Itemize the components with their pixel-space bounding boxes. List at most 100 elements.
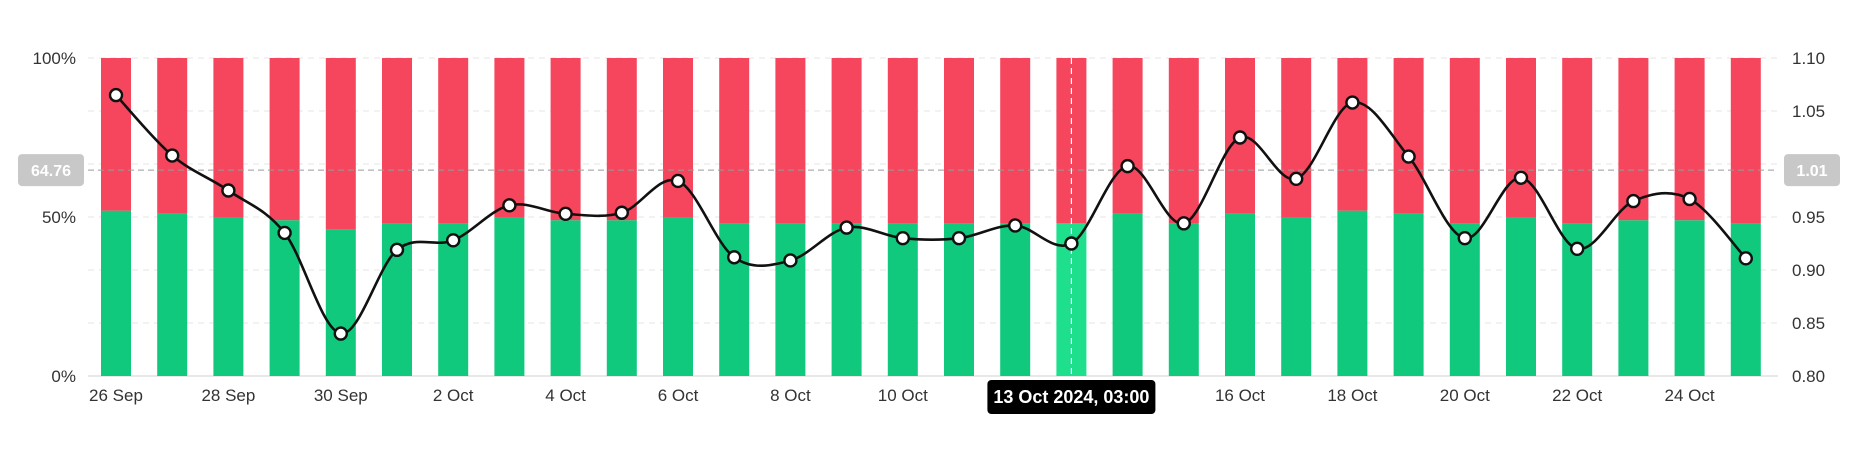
ratio-points bbox=[108, 87, 1754, 341]
crosshair-left-value-badge: 64.76 bbox=[18, 154, 84, 187]
bar-long bbox=[775, 223, 806, 376]
bar-long bbox=[1449, 223, 1480, 376]
ratio-line bbox=[115, 94, 1747, 335]
bar-long bbox=[438, 223, 469, 376]
ratio-point bbox=[558, 206, 573, 222]
ratio-point bbox=[614, 205, 629, 220]
y-axis-right: 0.800.850.900.951.001.051.10 bbox=[1792, 49, 1825, 386]
x-tick-label: 6 Oct bbox=[658, 386, 699, 405]
ratio-point bbox=[1120, 158, 1135, 174]
x-tick-label: 4 Oct bbox=[545, 386, 586, 405]
y-left-tick-label: 50% bbox=[42, 208, 76, 227]
y-right-tick-label: 0.90 bbox=[1792, 261, 1825, 280]
crosshair-right-value: 1.01 bbox=[1796, 163, 1827, 180]
bar-short bbox=[494, 58, 525, 217]
bar-short bbox=[1112, 58, 1143, 214]
bar-long bbox=[944, 223, 974, 376]
ratio-point bbox=[333, 326, 348, 341]
bar-long bbox=[494, 217, 525, 376]
bar-short bbox=[1393, 58, 1424, 214]
bar-short bbox=[1562, 58, 1593, 224]
x-tick-label: 24 Oct bbox=[1665, 386, 1715, 405]
x-tick-label: 28 Sep bbox=[201, 386, 255, 405]
bar-short bbox=[831, 58, 862, 224]
bar-short bbox=[1730, 58, 1761, 224]
bar-short bbox=[1449, 58, 1480, 224]
bar-short bbox=[887, 58, 918, 224]
bar-long bbox=[606, 220, 637, 376]
ratio-point bbox=[1401, 149, 1416, 164]
bar-short bbox=[382, 58, 412, 224]
bar-long bbox=[1393, 213, 1424, 376]
ratio-point bbox=[389, 242, 405, 258]
bar-long bbox=[101, 210, 131, 376]
ratio-point bbox=[1569, 241, 1585, 257]
ratio-point bbox=[1176, 216, 1192, 231]
bar-long bbox=[213, 217, 244, 376]
ratio-point bbox=[221, 183, 236, 198]
y-right-tick-label: 0.80 bbox=[1792, 367, 1825, 386]
bar-short bbox=[606, 58, 637, 221]
bar-long bbox=[831, 223, 862, 376]
crosshair-right-value-badge: 1.01 bbox=[1784, 154, 1840, 187]
bar-short bbox=[944, 58, 974, 224]
ratio-line-path bbox=[115, 94, 1747, 335]
ratio-point bbox=[1008, 218, 1023, 233]
ratio-point bbox=[1232, 130, 1248, 145]
bar-long bbox=[1225, 213, 1255, 376]
x-tick-label: 18 Oct bbox=[1327, 386, 1377, 405]
grid-lines bbox=[88, 57, 1778, 377]
ratio-point bbox=[783, 253, 798, 268]
ratio-point bbox=[502, 198, 517, 213]
x-axis: 26 Sep 28 Sep 30 Sep 2 Oct 4 Oct 6 Oct 8 Oct 10… bbox=[89, 386, 1715, 405]
bar-long bbox=[887, 223, 918, 376]
y-axis-left: 0% 50% 100% bbox=[33, 49, 76, 386]
ratio-point bbox=[1457, 230, 1473, 246]
ratio-point bbox=[1345, 95, 1360, 110]
ratio-point bbox=[895, 230, 910, 246]
bar-long bbox=[663, 217, 693, 376]
x-tick-label: 8 Oct bbox=[770, 386, 811, 405]
ratio-point bbox=[839, 220, 854, 235]
ratio-point bbox=[1682, 191, 1697, 207]
ratio-point bbox=[446, 233, 461, 248]
bar-long bbox=[1618, 220, 1649, 376]
bar-short bbox=[1506, 58, 1536, 217]
bar-short bbox=[1000, 58, 1031, 224]
bar-short bbox=[719, 58, 750, 224]
date-tooltip: 13 Oct 2024, 03:00 bbox=[987, 380, 1156, 414]
x-tick-label: 22 Oct bbox=[1552, 386, 1602, 405]
ratio-point bbox=[727, 250, 742, 265]
ratio-point bbox=[277, 225, 292, 241]
bar-long bbox=[1000, 223, 1031, 376]
bar-short bbox=[325, 58, 356, 230]
x-tick-label: 26 Sep bbox=[89, 386, 143, 405]
bar-long bbox=[1112, 213, 1143, 376]
ratio-point bbox=[1513, 170, 1529, 185]
bar-short bbox=[438, 58, 469, 224]
crosshair-left-value: 64.76 bbox=[31, 163, 71, 180]
bar-long bbox=[269, 220, 300, 376]
bar-short bbox=[1337, 58, 1368, 211]
bar-short bbox=[550, 58, 581, 221]
tooltip-date: 13 Oct 2024, 03:00 bbox=[993, 387, 1149, 407]
bar-short bbox=[1618, 58, 1649, 221]
y-right-tick-label: 0.85 bbox=[1792, 314, 1825, 333]
bar-long bbox=[325, 229, 356, 376]
bar-long bbox=[1730, 223, 1761, 376]
x-tick-label: 10 Oct bbox=[878, 386, 928, 405]
y-left-tick-label: 100% bbox=[33, 49, 76, 68]
bar-long bbox=[1281, 217, 1312, 376]
x-tick-label: 2 Oct bbox=[433, 386, 474, 405]
ratio-point bbox=[108, 87, 124, 103]
bar-long bbox=[1168, 223, 1199, 376]
ratio-point bbox=[1064, 236, 1079, 251]
ratio-point bbox=[1626, 193, 1641, 209]
crosshair bbox=[88, 58, 1778, 376]
y-right-tick-label: 1.10 bbox=[1792, 49, 1825, 68]
bar-long bbox=[1506, 217, 1536, 376]
y-right-tick-label: 1.05 bbox=[1792, 102, 1825, 121]
bars bbox=[101, 58, 1761, 376]
ratio-point bbox=[164, 148, 180, 163]
